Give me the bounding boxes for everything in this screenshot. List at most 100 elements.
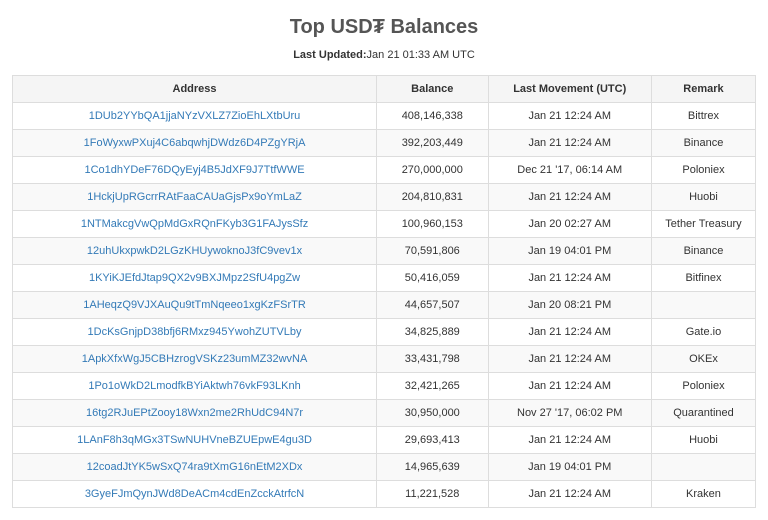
cell-balance: 14,965,639 — [377, 454, 488, 481]
cell-movement: Jan 19 04:01 PM — [488, 238, 651, 265]
cell-balance: 204,810,831 — [377, 184, 488, 211]
table-header-row: Address Balance Last Movement (UTC) Rema… — [13, 76, 756, 103]
cell-address: 1FoWyxwPXuj4C6abqwhjDWdz6D4PZgYRjA — [13, 130, 377, 157]
table-row: 16tg2RJuEPtZooy18Wxn2me2RhUdC94N7r 30,950… — [13, 400, 756, 427]
cell-remark — [651, 454, 755, 481]
cell-remark: Gate.io — [651, 319, 755, 346]
cell-address: 1Co1dhYDeF76DQyEyj4B5JdXF9J7TtfWWE — [13, 157, 377, 184]
cell-address: 1DUb2YYbQA1jjaNYzVXLZ7ZioEhLXtbUru — [13, 103, 377, 130]
address-link[interactable]: 1ApkXfxWgJ5CBHzrogVSKz23umMZ32wvNA — [82, 353, 308, 365]
col-address: Address — [13, 76, 377, 103]
cell-movement: Jan 21 12:24 AM — [488, 373, 651, 400]
cell-balance: 100,960,153 — [377, 211, 488, 238]
cell-address: 1HckjUpRGcrrRAtFaaCAUaGjsPx9oYmLaZ — [13, 184, 377, 211]
cell-movement: Jan 21 12:24 AM — [488, 265, 651, 292]
table-row: 1Co1dhYDeF76DQyEyj4B5JdXF9J7TtfWWE 270,00… — [13, 157, 756, 184]
page-title: Top USD₮ Balances — [12, 16, 756, 39]
cell-address: 1AHeqzQ9VJXAuQu9tTmNqeeo1xgKzFSrTR — [13, 292, 377, 319]
cell-remark: Kraken — [651, 481, 755, 508]
col-remark: Remark — [651, 76, 755, 103]
cell-movement: Jan 20 08:21 PM — [488, 292, 651, 319]
cell-movement: Jan 21 12:24 AM — [488, 103, 651, 130]
cell-remark: Binance — [651, 130, 755, 157]
address-link[interactable]: 12coadJtYK5wSxQ74ra9tXmG16nEtM2XDx — [87, 461, 303, 473]
table-row: 12coadJtYK5wSxQ74ra9tXmG16nEtM2XDx 14,965… — [13, 454, 756, 481]
cell-balance: 392,203,449 — [377, 130, 488, 157]
cell-movement: Jan 21 12:24 AM — [488, 427, 651, 454]
last-updated-value: Jan 21 01:33 AM UTC — [367, 49, 475, 61]
cell-balance: 11,221,528 — [377, 481, 488, 508]
table-row: 1KYiKJEfdJtap9QX2v9BXJMpz2SfU4pgZw 50,416… — [13, 265, 756, 292]
cell-balance: 44,657,507 — [377, 292, 488, 319]
cell-remark: Tether Treasury — [651, 211, 755, 238]
cell-remark: Binance — [651, 238, 755, 265]
cell-balance: 34,825,889 — [377, 319, 488, 346]
cell-balance: 33,431,798 — [377, 346, 488, 373]
address-link[interactable]: 3GyeFJmQynJWd8DeACm4cdEnZcckAtrfcN — [85, 488, 304, 500]
cell-movement: Jan 21 12:24 AM — [488, 184, 651, 211]
cell-movement: Jan 21 12:24 AM — [488, 481, 651, 508]
table-row: 1FoWyxwPXuj4C6abqwhjDWdz6D4PZgYRjA 392,20… — [13, 130, 756, 157]
cell-remark: OKEx — [651, 346, 755, 373]
cell-balance: 408,146,338 — [377, 103, 488, 130]
cell-remark: Huobi — [651, 184, 755, 211]
table-row: 1NTMakcgVwQpMdGxRQnFKyb3G1FAJysSfz 100,96… — [13, 211, 756, 238]
address-link[interactable]: 1FoWyxwPXuj4C6abqwhjDWdz6D4PZgYRjA — [84, 137, 306, 149]
balances-table: Address Balance Last Movement (UTC) Rema… — [12, 75, 756, 508]
cell-address: 1DcKsGnjpD38bfj6RMxz945YwohZUTVLby — [13, 319, 377, 346]
cell-balance: 50,416,059 — [377, 265, 488, 292]
address-link[interactable]: 1NTMakcgVwQpMdGxRQnFKyb3G1FAJysSfz — [81, 218, 308, 230]
table-row: 1LAnF8h3qMGx3TSwNUHVneBZUEpwE4gu3D 29,693… — [13, 427, 756, 454]
cell-remark — [651, 292, 755, 319]
address-link[interactable]: 1KYiKJEfdJtap9QX2v9BXJMpz2SfU4pgZw — [89, 272, 300, 284]
cell-remark: Poloniex — [651, 157, 755, 184]
cell-address: 1KYiKJEfdJtap9QX2v9BXJMpz2SfU4pgZw — [13, 265, 377, 292]
address-link[interactable]: 1DUb2YYbQA1jjaNYzVXLZ7ZioEhLXtbUru — [89, 110, 301, 122]
cell-remark: Huobi — [651, 427, 755, 454]
address-link[interactable]: 12uhUkxpwkD2LGzKHUywoknoJ3fC9vev1x — [87, 245, 302, 257]
table-row: 1AHeqzQ9VJXAuQu9tTmNqeeo1xgKzFSrTR 44,657… — [13, 292, 756, 319]
cell-address: 1Po1oWkD2LmodfkBYiAktwh76vkF93LKnh — [13, 373, 377, 400]
table-row: 3GyeFJmQynJWd8DeACm4cdEnZcckAtrfcN 11,221… — [13, 481, 756, 508]
address-link[interactable]: 1Po1oWkD2LmodfkBYiAktwh76vkF93LKnh — [88, 380, 300, 392]
table-row: 12uhUkxpwkD2LGzKHUywoknoJ3fC9vev1x 70,591… — [13, 238, 756, 265]
address-link[interactable]: 1LAnF8h3qMGx3TSwNUHVneBZUEpwE4gu3D — [77, 434, 312, 446]
table-row: 1DUb2YYbQA1jjaNYzVXLZ7ZioEhLXtbUru 408,14… — [13, 103, 756, 130]
last-updated: Last Updated:Jan 21 01:33 AM UTC — [12, 49, 756, 61]
cell-address: 3GyeFJmQynJWd8DeACm4cdEnZcckAtrfcN — [13, 481, 377, 508]
cell-movement: Jan 21 12:24 AM — [488, 319, 651, 346]
cell-balance: 32,421,265 — [377, 373, 488, 400]
cell-movement: Jan 21 12:24 AM — [488, 346, 651, 373]
cell-remark: Quarantined — [651, 400, 755, 427]
cell-address: 1NTMakcgVwQpMdGxRQnFKyb3G1FAJysSfz — [13, 211, 377, 238]
address-link[interactable]: 16tg2RJuEPtZooy18Wxn2me2RhUdC94N7r — [86, 407, 303, 419]
cell-address: 1LAnF8h3qMGx3TSwNUHVneBZUEpwE4gu3D — [13, 427, 377, 454]
cell-remark: Poloniex — [651, 373, 755, 400]
cell-address: 16tg2RJuEPtZooy18Wxn2me2RhUdC94N7r — [13, 400, 377, 427]
cell-balance: 29,693,413 — [377, 427, 488, 454]
table-row: 1HckjUpRGcrrRAtFaaCAUaGjsPx9oYmLaZ 204,81… — [13, 184, 756, 211]
cell-movement: Dec 21 '17, 06:14 AM — [488, 157, 651, 184]
address-link[interactable]: 1Co1dhYDeF76DQyEyj4B5JdXF9J7TtfWWE — [84, 164, 304, 176]
address-link[interactable]: 1HckjUpRGcrrRAtFaaCAUaGjsPx9oYmLaZ — [87, 191, 302, 203]
table-row: 1Po1oWkD2LmodfkBYiAktwh76vkF93LKnh 32,421… — [13, 373, 756, 400]
address-link[interactable]: 1AHeqzQ9VJXAuQu9tTmNqeeo1xgKzFSrTR — [83, 299, 306, 311]
cell-balance: 270,000,000 — [377, 157, 488, 184]
table-row: 1DcKsGnjpD38bfj6RMxz945YwohZUTVLby 34,825… — [13, 319, 756, 346]
cell-movement: Nov 27 '17, 06:02 PM — [488, 400, 651, 427]
last-updated-label: Last Updated: — [293, 49, 366, 61]
cell-remark: Bitfinex — [651, 265, 755, 292]
col-movement: Last Movement (UTC) — [488, 76, 651, 103]
col-balance: Balance — [377, 76, 488, 103]
cell-movement: Jan 20 02:27 AM — [488, 211, 651, 238]
cell-movement: Jan 21 12:24 AM — [488, 130, 651, 157]
cell-address: 1ApkXfxWgJ5CBHzrogVSKz23umMZ32wvNA — [13, 346, 377, 373]
cell-balance: 30,950,000 — [377, 400, 488, 427]
cell-address: 12coadJtYK5wSxQ74ra9tXmG16nEtM2XDx — [13, 454, 377, 481]
cell-remark: Bittrex — [651, 103, 755, 130]
cell-balance: 70,591,806 — [377, 238, 488, 265]
address-link[interactable]: 1DcKsGnjpD38bfj6RMxz945YwohZUTVLby — [88, 326, 302, 338]
cell-movement: Jan 19 04:01 PM — [488, 454, 651, 481]
table-row: 1ApkXfxWgJ5CBHzrogVSKz23umMZ32wvNA 33,431… — [13, 346, 756, 373]
cell-address: 12uhUkxpwkD2LGzKHUywoknoJ3fC9vev1x — [13, 238, 377, 265]
